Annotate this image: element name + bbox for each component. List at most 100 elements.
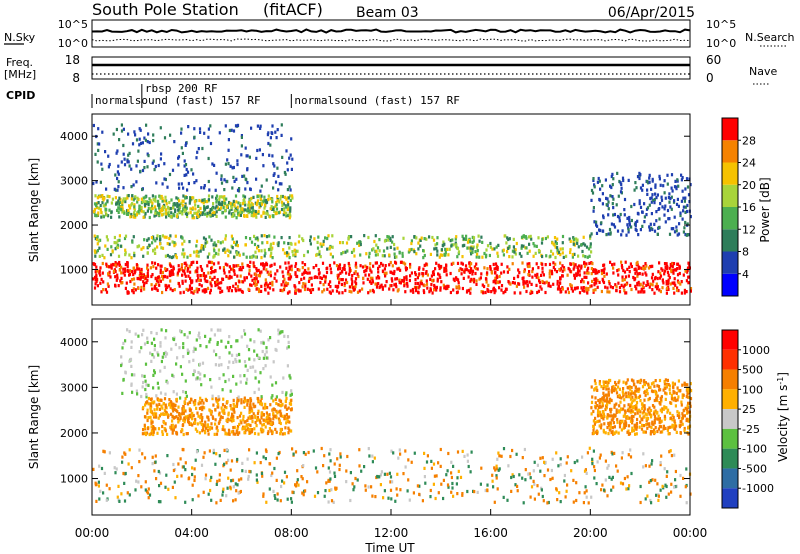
heatmap-cell — [286, 207, 289, 212]
heatmap-cell — [516, 484, 519, 488]
heatmap-cell — [585, 489, 588, 493]
heatmap-cell — [353, 271, 356, 275]
heatmap-cell — [101, 201, 104, 205]
heatmap-cell — [561, 269, 564, 273]
heatmap-cell — [248, 155, 251, 159]
heatmap-cell — [528, 270, 531, 274]
heatmap-cell — [623, 270, 627, 274]
heatmap-cell — [214, 397, 218, 401]
heatmap-cell — [507, 246, 510, 250]
heatmap-cell — [202, 272, 205, 276]
heatmap-cell — [180, 474, 183, 478]
heatmap-cell — [548, 269, 551, 273]
heatmap-cell — [150, 210, 153, 214]
heatmap-cell — [151, 273, 154, 277]
heatmap-cell — [416, 276, 419, 280]
heatmap-cell — [390, 277, 393, 281]
heatmap-cell — [666, 182, 669, 186]
heatmap-cell — [309, 238, 312, 243]
heatmap-cell — [496, 254, 500, 258]
heatmap-cell — [210, 266, 213, 270]
heatmap-cell — [271, 124, 274, 128]
heatmap-cell — [163, 162, 166, 166]
heatmap-cell — [236, 284, 240, 288]
heatmap-cell — [667, 432, 670, 436]
heatmap-cell — [186, 269, 189, 273]
heatmap-cell — [572, 500, 575, 504]
heatmap-cell — [641, 183, 644, 187]
heatmap-cell — [214, 243, 217, 247]
heatmap-cell — [324, 280, 327, 284]
heatmap-cell — [329, 477, 332, 481]
heatmap-cell — [189, 422, 192, 426]
heatmap-cell — [659, 290, 662, 294]
heatmap-cell — [114, 261, 117, 265]
heatmap-cell — [469, 249, 472, 253]
heatmap-cell — [409, 262, 412, 267]
heatmap-cell — [203, 184, 206, 188]
heatmap-cell — [183, 272, 186, 276]
heatmap-cell — [215, 198, 218, 202]
heatmap-cell — [661, 268, 664, 272]
heatmap-cell — [227, 366, 230, 370]
heatmap-cell — [322, 283, 325, 287]
heatmap-cell — [195, 260, 199, 264]
heatmap-cell — [238, 414, 242, 418]
heatmap-cell — [268, 286, 272, 290]
heatmap-cell — [689, 287, 693, 291]
heatmap-cell — [213, 333, 216, 337]
heatmap-cell — [161, 424, 164, 429]
heatmap-cell — [159, 369, 162, 373]
heatmap-cell — [456, 450, 460, 454]
heatmap-cell — [246, 264, 249, 268]
heatmap-cell — [677, 232, 681, 236]
heatmap-cell — [210, 498, 213, 502]
heatmap-cell — [145, 395, 148, 399]
heatmap-cell — [96, 160, 99, 164]
heatmap-cell — [482, 291, 485, 295]
heatmap-cell — [169, 263, 172, 267]
heatmap-cell — [253, 431, 257, 436]
heatmap-cell — [320, 446, 323, 451]
heatmap-cell — [276, 492, 279, 496]
heatmap-cell — [118, 263, 121, 268]
heatmap-cell — [147, 496, 150, 500]
heatmap-cell — [578, 273, 581, 277]
heatmap-cell — [588, 254, 591, 258]
heatmap-cell — [181, 236, 184, 240]
heatmap-cell — [602, 398, 605, 402]
heatmap-cell — [664, 416, 667, 420]
heatmap-cell — [271, 154, 274, 158]
heatmap-cell — [248, 406, 251, 410]
heatmap-cell — [116, 176, 119, 181]
heatmap-cell — [189, 270, 192, 274]
heatmap-cell — [333, 471, 336, 475]
heatmap-cell — [214, 280, 217, 285]
heatmap-cell — [109, 275, 112, 279]
heatmap-cell — [597, 176, 600, 181]
heatmap-cell — [255, 287, 258, 291]
heatmap-cell — [163, 275, 166, 279]
heatmap-cell — [215, 501, 218, 505]
heatmap-cell — [235, 353, 238, 357]
heatmap-cell — [379, 473, 382, 477]
heatmap-cell — [353, 485, 356, 489]
heatmap-cell — [572, 478, 575, 482]
heatmap-cell — [243, 431, 246, 435]
heatmap-cell — [487, 283, 490, 287]
heatmap-cell — [645, 423, 648, 427]
heatmap-cell — [204, 473, 208, 477]
heatmap-cell — [549, 477, 552, 482]
heatmap-cell — [639, 282, 642, 286]
heatmap-cell — [154, 277, 157, 281]
heatmap-cell — [127, 269, 130, 273]
heatmap-cell — [209, 275, 212, 279]
heatmap-cell — [541, 266, 544, 270]
heatmap-cell — [262, 267, 265, 271]
heatmap-cell — [97, 206, 101, 210]
heatmap-cell — [225, 494, 228, 498]
heatmap-cell — [188, 199, 192, 203]
heatmap-cell — [664, 204, 667, 208]
heatmap-cell — [246, 403, 249, 407]
heatmap-cell — [680, 400, 683, 404]
